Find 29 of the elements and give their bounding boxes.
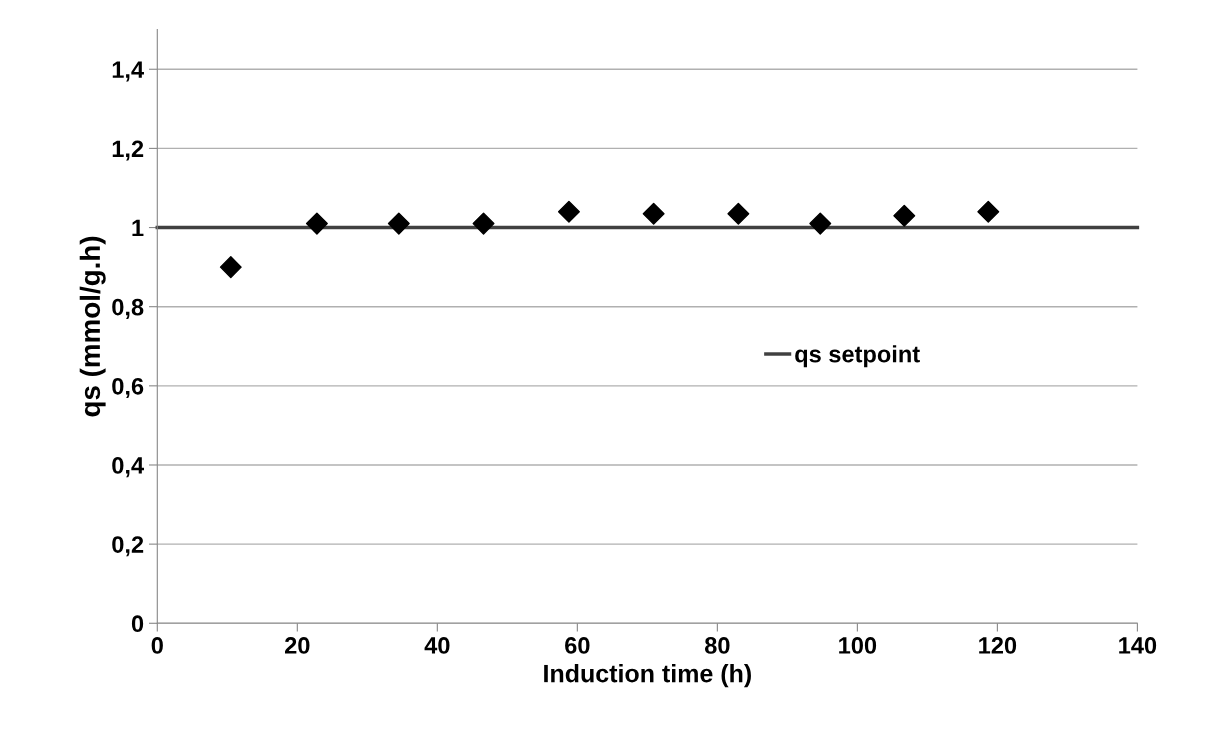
point	[305, 212, 328, 235]
y-tick-label: 0,2	[112, 536, 144, 557]
point	[387, 212, 410, 235]
x-axis-title: Induction time (h)	[544, 664, 751, 688]
point	[472, 212, 495, 235]
x-tick-label: 40	[424, 637, 450, 654]
point	[727, 202, 750, 225]
x-tick-label: 20	[285, 637, 310, 654]
y-axis-title: qs (mmol/g.h)	[79, 236, 106, 417]
point	[219, 256, 242, 279]
y-tick-label: 0	[131, 615, 144, 633]
point	[642, 202, 665, 225]
x-tick-label: 80	[704, 637, 730, 654]
y-tick-label: 0,6	[112, 377, 144, 399]
point	[557, 200, 580, 223]
legend-label: qs setpoint	[795, 345, 920, 368]
x-tick-label: 120	[979, 637, 1017, 654]
point	[977, 200, 1000, 223]
x-tick-label: 60	[565, 637, 590, 654]
x-tick-label: 100	[839, 637, 877, 654]
point	[809, 212, 832, 235]
y-tick-label: 0,8	[112, 298, 144, 319]
x-tick-label: 0	[151, 637, 163, 654]
x-tick-label: 140	[1119, 637, 1157, 654]
y-tick-label: 0,4	[112, 457, 144, 478]
y-tick-label: 1,2	[112, 140, 144, 161]
y-tick-label: 1	[132, 219, 144, 237]
y-tick-label: 1,4	[112, 61, 144, 82]
point	[893, 204, 916, 227]
